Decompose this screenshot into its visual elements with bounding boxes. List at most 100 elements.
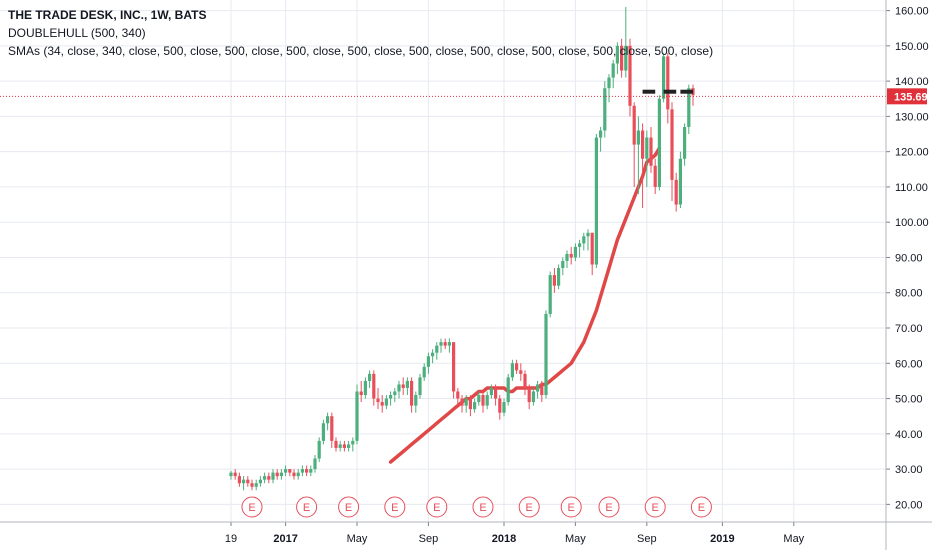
sma-path xyxy=(388,146,662,464)
candle xyxy=(359,380,363,403)
candle-body xyxy=(363,380,367,396)
candle-body xyxy=(506,377,510,403)
candle-body xyxy=(263,476,267,480)
candle-body xyxy=(473,402,477,410)
candle-body xyxy=(275,472,279,477)
earnings-circle xyxy=(690,496,712,518)
earnings-label: E xyxy=(433,502,440,514)
candle-body xyxy=(326,416,330,424)
y-tick-label: 160.00 xyxy=(895,6,929,18)
candle xyxy=(355,384,359,445)
candle xyxy=(426,352,430,374)
candle-body xyxy=(359,391,363,396)
indicator-doublehull-label[interactable]: DOUBLEHULL (500, 340) xyxy=(8,26,146,40)
candle-body xyxy=(447,342,451,346)
candle-body xyxy=(590,232,594,265)
candle xyxy=(489,384,493,399)
x-tick-label: 2019 xyxy=(710,533,734,545)
earnings-marker: E xyxy=(426,496,448,518)
candle xyxy=(628,38,632,117)
candle-body xyxy=(510,363,514,378)
indicator-smas-label[interactable]: SMAs (34, close, 340, close, 500, close,… xyxy=(8,44,714,58)
candle xyxy=(267,472,271,484)
candle-body xyxy=(687,88,691,127)
candle xyxy=(569,246,573,265)
candle-body xyxy=(683,126,687,159)
candle xyxy=(414,391,418,413)
candle-body xyxy=(351,440,355,445)
candle-body xyxy=(313,458,317,470)
candle xyxy=(342,440,346,452)
candle-body xyxy=(393,391,397,396)
x-tick-label: May xyxy=(565,533,586,545)
y-tick-label: 100.00 xyxy=(895,217,929,229)
candle xyxy=(284,465,288,477)
candle-body xyxy=(540,384,544,396)
earnings-circle xyxy=(426,496,448,518)
candle xyxy=(578,239,582,258)
candle-body xyxy=(666,56,670,110)
candle-body xyxy=(607,77,611,89)
candle-body xyxy=(464,398,468,406)
candle-body xyxy=(242,479,246,484)
candle-body xyxy=(271,472,275,480)
x-tick-label: May xyxy=(783,533,804,545)
candle xyxy=(515,359,519,374)
candle-body xyxy=(485,395,489,406)
y-tick-label: 60.00 xyxy=(895,358,923,370)
candle-body xyxy=(481,395,485,406)
x-tick-label: 19 xyxy=(225,533,237,545)
earnings-label: E xyxy=(248,502,255,514)
earnings-marker: E xyxy=(241,496,263,518)
candle xyxy=(582,232,586,251)
candle-body xyxy=(544,313,548,396)
candle-body xyxy=(615,45,619,64)
candle-body xyxy=(452,342,456,392)
candle xyxy=(527,384,531,410)
candle xyxy=(326,412,330,431)
candle-body xyxy=(376,398,380,403)
candle xyxy=(645,130,649,187)
y-tick-label: 30.00 xyxy=(895,464,923,476)
candle xyxy=(468,395,472,417)
y-tick-label: 20.00 xyxy=(895,499,923,511)
candle-body xyxy=(233,472,237,477)
candle xyxy=(452,342,456,399)
candle xyxy=(447,338,451,353)
candle-body xyxy=(468,398,472,410)
earnings-label: E xyxy=(605,502,612,514)
candle xyxy=(321,419,325,445)
candle-body xyxy=(586,232,590,237)
earnings-circle xyxy=(338,496,360,518)
candle xyxy=(351,437,355,452)
earnings-marker: E xyxy=(690,496,712,518)
candle-body xyxy=(431,352,435,357)
earnings-marker: E xyxy=(518,496,540,518)
candle xyxy=(557,264,561,290)
candle xyxy=(271,469,275,484)
candle xyxy=(481,391,485,413)
candle xyxy=(439,338,443,353)
candle-body xyxy=(368,373,372,381)
candle-body xyxy=(422,366,426,378)
candle xyxy=(279,469,283,480)
candle-body xyxy=(267,476,271,480)
candle xyxy=(410,377,414,413)
candle xyxy=(615,42,619,75)
candle xyxy=(641,123,645,209)
candle xyxy=(561,257,565,276)
candle-body xyxy=(279,472,283,477)
candle-body xyxy=(536,384,540,392)
candle-body xyxy=(334,440,338,448)
candle xyxy=(380,395,384,413)
candle xyxy=(603,81,607,138)
candle-body xyxy=(414,395,418,406)
symbol-title[interactable]: THE TRADE DESK, INC., 1W, BATS xyxy=(8,8,207,22)
candle-body xyxy=(662,56,666,99)
earnings-circle xyxy=(384,496,406,518)
earnings-label: E xyxy=(391,502,398,514)
candle-body xyxy=(435,345,439,353)
candle-body xyxy=(456,391,460,399)
candle xyxy=(456,387,460,406)
